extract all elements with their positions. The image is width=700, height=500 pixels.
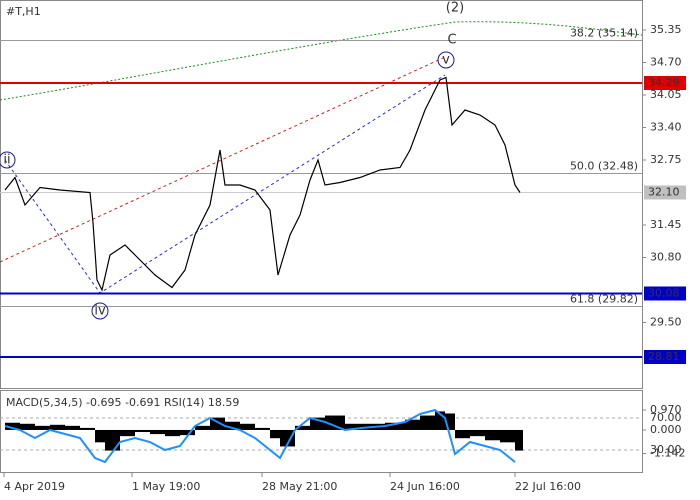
fibo-label: 38.2 (35.14) — [570, 27, 638, 40]
wave-label: v — [442, 53, 450, 68]
macd-bar — [270, 429, 280, 439]
macd-bar — [135, 429, 150, 433]
macd-bar — [280, 429, 295, 447]
macd-bar — [345, 423, 365, 430]
macd-bar — [105, 429, 120, 451]
macd-bar — [195, 425, 210, 430]
y2-tick-label: 30.00 — [650, 443, 682, 456]
y2-tick-label: 70.00 — [650, 411, 682, 424]
macd-bar — [80, 427, 95, 430]
macd-bar — [445, 413, 455, 430]
y-tick-label: 32.75 — [650, 153, 682, 166]
y-tick-label: 33.40 — [650, 121, 682, 134]
macd-bar — [240, 423, 255, 430]
macd-bar — [50, 424, 65, 430]
macd-bar — [515, 429, 523, 451]
wave-label: (2) — [446, 1, 464, 16]
macd-bar — [165, 429, 180, 437]
y-tick-label: 29.50 — [650, 316, 682, 329]
fibo-label: 50.0 (32.48) — [570, 160, 638, 173]
x-tick-label: 24 Jun 16:00 — [390, 480, 460, 493]
macd-bar — [180, 429, 195, 436]
macd-bar — [420, 415, 435, 430]
chart-title: #T,H1 — [6, 5, 41, 18]
macd-bar — [500, 429, 515, 443]
macd-bar — [455, 429, 470, 439]
wave-circle — [0, 151, 16, 169]
wave-label: iv — [94, 304, 106, 319]
last-price-label: 32.10 — [648, 186, 680, 199]
level-label: 30.08 — [648, 287, 680, 300]
y-tick-label: -1.142 — [650, 446, 685, 459]
wave-circle — [437, 51, 455, 69]
level-box — [644, 286, 686, 301]
x-tick-label: 1 May 19:00 — [132, 480, 200, 493]
x-tick-label: 4 Apr 2019 — [4, 480, 65, 493]
macd-bar — [485, 429, 500, 441]
last-price-box — [644, 185, 686, 200]
macd-bar — [5, 422, 20, 430]
wave-label: ii — [3, 153, 10, 168]
price-panel — [0, 0, 643, 389]
moving-average — [0, 21, 643, 101]
y-tick-label: 34.05 — [650, 88, 682, 101]
macd-bar — [325, 415, 345, 430]
channel-line — [0, 56, 446, 263]
macd-bar — [35, 425, 50, 430]
macd-bar — [225, 421, 240, 430]
indicator-title: MACD(5,34,5) -0.695 -0.691 RSI(14) 18.59 — [6, 396, 239, 409]
macd-bar — [435, 411, 445, 430]
macd-bar — [405, 419, 420, 430]
x-tick-label: 28 May 21:00 — [262, 480, 337, 493]
y-tick-label: 0.970 — [650, 403, 682, 416]
x-tick-label: 22 Jul 16:00 — [515, 480, 581, 493]
macd-bar — [20, 423, 35, 430]
level-label: 34.29 — [648, 76, 680, 89]
macd-bar — [65, 425, 80, 430]
macd-bar — [295, 425, 310, 430]
level-box — [644, 350, 686, 364]
macd-bar — [255, 427, 270, 430]
y-tick-label: 31.45 — [650, 218, 682, 231]
macd-bar — [470, 429, 485, 437]
macd-bar — [385, 422, 405, 430]
wave-label: C — [447, 33, 456, 48]
indicator-panel — [0, 390, 643, 473]
y-tick-label: 30.80 — [650, 251, 682, 264]
y-tick-label: 34.70 — [650, 56, 682, 69]
y-tick-label: 35.35 — [650, 23, 682, 36]
macd-bar — [150, 429, 165, 435]
fibo-label: 61.8 (29.82) — [570, 293, 638, 306]
price-line — [4, 76, 521, 292]
macd-bar — [120, 429, 135, 437]
y-tick-label: 0.000 — [650, 423, 682, 436]
wave-circle — [91, 302, 109, 320]
level-box — [644, 76, 686, 90]
rsi-line — [4, 408, 516, 464]
macd-bar — [95, 429, 105, 443]
level-label: 28.81 — [648, 350, 680, 363]
